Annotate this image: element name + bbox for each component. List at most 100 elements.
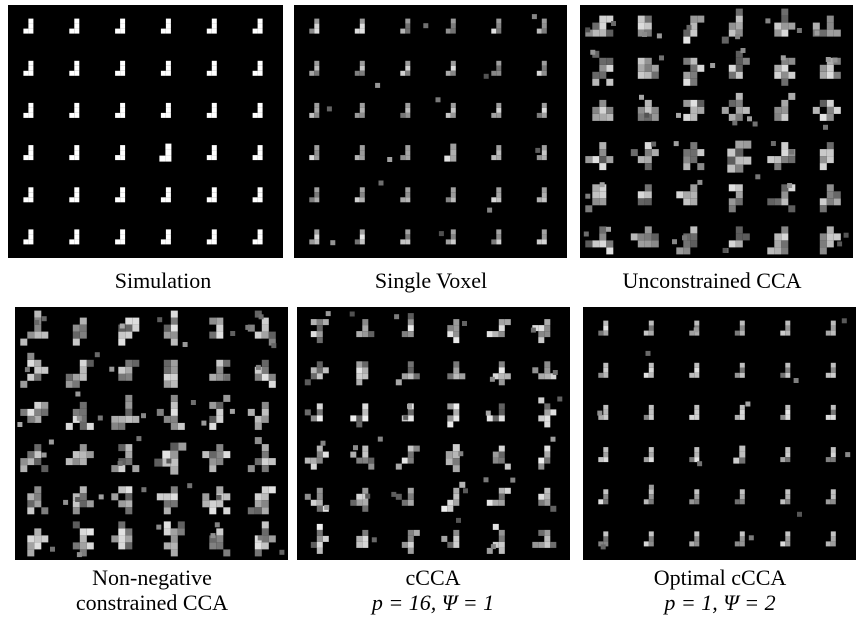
voxel <box>694 499 700 505</box>
voxel <box>496 197 502 203</box>
voxel <box>592 113 600 121</box>
voxel <box>450 107 456 113</box>
voxel <box>735 29 743 37</box>
voxel <box>316 505 323 512</box>
voxel <box>781 71 789 79</box>
voxel <box>648 541 654 547</box>
voxel <box>453 487 460 494</box>
voxel <box>830 367 836 373</box>
voxel <box>268 380 276 388</box>
voxel <box>268 535 276 543</box>
voxel <box>690 29 698 37</box>
voxel <box>23 112 29 118</box>
voxel <box>79 373 87 381</box>
voxel <box>405 70 411 76</box>
voxel <box>735 106 743 114</box>
voxel <box>453 499 460 506</box>
voxel <box>405 102 411 108</box>
voxel <box>538 331 545 338</box>
voxel <box>826 99 834 107</box>
voxel <box>86 528 94 536</box>
voxel <box>785 531 791 537</box>
voxel <box>648 330 654 336</box>
voxel <box>162 450 171 459</box>
voxel <box>111 415 119 423</box>
noise-voxel <box>325 311 331 317</box>
voxel <box>830 494 836 500</box>
voxel <box>648 320 654 326</box>
voxel <box>819 71 827 79</box>
voxel <box>261 415 269 423</box>
voxel <box>257 145 263 151</box>
voxel <box>356 541 363 548</box>
voxel <box>774 163 782 171</box>
voxel <box>592 22 600 30</box>
panel-unconstrained-cca <box>580 5 853 258</box>
voxel <box>819 233 827 241</box>
voxel <box>125 331 133 339</box>
voxel <box>407 325 414 332</box>
voxel <box>27 373 35 381</box>
voxel <box>648 489 654 495</box>
voxel <box>170 373 178 381</box>
voxel <box>606 247 614 255</box>
panel-non-negative-cca-image <box>17 310 285 558</box>
voxel <box>498 487 505 494</box>
voxel <box>356 367 363 374</box>
voxel <box>830 541 836 547</box>
voxel <box>603 367 609 373</box>
voxel <box>445 112 451 118</box>
voxel <box>603 362 609 368</box>
voxel <box>826 233 834 241</box>
noise-voxel <box>485 410 491 416</box>
voxel <box>118 331 126 339</box>
voxel <box>163 331 171 339</box>
voxel <box>603 325 609 331</box>
voxel <box>450 112 456 118</box>
voxel <box>120 107 126 113</box>
voxel <box>401 541 408 548</box>
voxel <box>785 330 791 336</box>
voxel <box>132 415 140 423</box>
voxel <box>247 408 255 416</box>
voxel <box>781 233 789 241</box>
noise-voxel <box>30 417 36 423</box>
panel-optimal-ccca-image <box>597 318 851 550</box>
voxel <box>637 191 645 199</box>
voxel <box>603 330 609 336</box>
voxel <box>163 493 171 501</box>
noise-voxel <box>611 21 616 26</box>
voxel <box>23 239 29 245</box>
voxel <box>450 28 456 34</box>
voxel <box>689 414 695 420</box>
voxel <box>739 536 745 542</box>
voxel <box>694 372 700 378</box>
voxel <box>125 542 133 550</box>
voxel <box>541 102 547 108</box>
voxel <box>407 457 414 464</box>
voxel <box>314 234 320 240</box>
voxel <box>257 112 263 118</box>
voxel <box>544 403 551 410</box>
voxel <box>27 331 35 339</box>
noise-voxel <box>214 522 220 528</box>
panel-ccca <box>297 307 570 560</box>
voxel <box>314 187 320 193</box>
voxel <box>310 499 317 506</box>
voxel <box>785 372 791 378</box>
voxel <box>41 408 49 416</box>
voxel <box>125 500 133 508</box>
voxel <box>362 457 369 464</box>
voxel <box>651 240 659 248</box>
voxel <box>407 535 414 542</box>
voxel <box>163 380 171 388</box>
voxel <box>739 445 746 452</box>
voxel <box>28 23 34 29</box>
voxel <box>170 442 179 451</box>
voxel <box>536 239 542 245</box>
voxel <box>400 112 406 118</box>
voxel <box>727 156 736 165</box>
voxel <box>120 234 126 240</box>
voxel <box>41 331 49 339</box>
voxel <box>648 409 654 415</box>
